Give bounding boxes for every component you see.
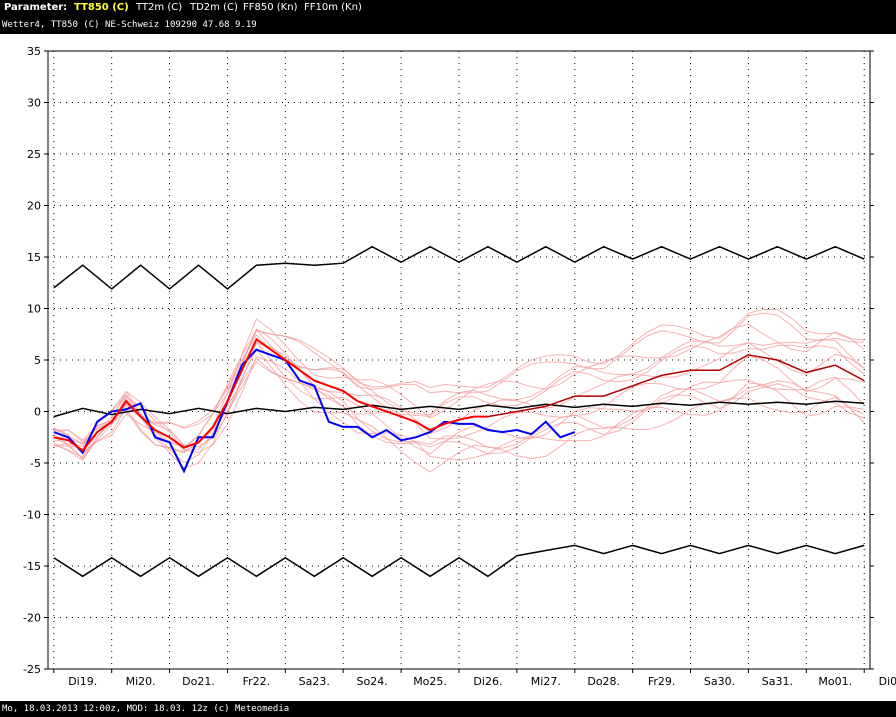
series-mean-extended [487,354,865,418]
series-climate-lower [53,544,865,578]
x-tick-label: Mo01. [818,675,852,688]
series-climate-upper [53,245,865,290]
y-tick-label: 0 [34,406,41,419]
parameter-bar: Parameter: TT850 (C) TT2m (C) TD2m (C) F… [0,0,896,18]
ensemble-member-line [53,329,865,450]
y-tick-label: 30 [27,97,41,110]
x-tick-label: Mi20. [126,675,156,688]
y-tick-label: 35 [27,45,41,58]
y-tick-label: -5 [30,457,41,470]
ensemble-member-line [53,334,865,449]
x-tick-label: Di02. [879,675,896,688]
x-tick-label: So24. [357,675,388,688]
series-mean [53,337,488,452]
y-tick-label: 20 [27,200,41,213]
x-axis-ticks: Di19. Mi20. Do21. Fr22. Sa23. So24. Mo25. Di26.… [53,669,896,688]
tab-tt850[interactable]: TT850 (C) [74,2,129,13]
series-climate-mean [53,400,865,418]
parameter-label: Parameter: [4,2,68,13]
x-tick-label: Sa30. [704,675,735,688]
x-tick-label: Do28. [587,675,620,688]
tab-td2m[interactable]: TD2m (C) [190,2,238,13]
x-tick-label: Fr22. [243,675,271,688]
x-tick-label: Fr29. [648,675,676,688]
x-tick-label: Mo25. [413,675,447,688]
x-tick-label: Sa23. [299,675,330,688]
info-line: Wetter4, TT850 (C) NE-Schweiz 109290 47.… [0,18,896,34]
ensemble-member-line [53,357,865,454]
y-tick-label: 15 [27,251,41,264]
y-tick-label: 25 [27,148,41,161]
y-axis-ticks: 35 30 25 20 15 10 5 0 -5 -10 -15 -20 -25 [23,45,874,676]
ensemble-member-line [53,348,865,473]
run-info: Mo, 18.03.2013 12:00z, MOD: 18.03. 12z (… [2,704,290,714]
plot-area [47,50,871,670]
ensemble-member-line [53,356,865,461]
tab-ff850[interactable]: FF850 (Kn) [243,2,298,13]
y-tick-label: -10 [23,509,41,522]
series-group [53,245,865,578]
series-control [53,348,576,474]
ensemble-member-line [53,309,865,441]
y-tick-label: 5 [34,354,41,367]
x-tick-label: Di19. [68,675,97,688]
tab-tt2m[interactable]: TT2m (C) [136,2,183,13]
footer: Mo, 18.03.2013 12:00z, MOD: 18.03. 12z (… [0,701,896,717]
x-tick-label: Do21. [182,675,215,688]
station-info: Wetter4, TT850 (C) NE-Schweiz 109290 47.… [2,20,257,30]
grid [48,51,870,669]
x-tick-label: Sa31. [762,675,793,688]
y-tick-label: -25 [23,663,41,676]
y-tick-label: 10 [27,303,41,316]
y-tick-label: -20 [23,612,41,625]
y-tick-label: -15 [23,560,41,573]
tab-ff10m[interactable]: FF10m (Kn) [304,2,362,13]
x-tick-label: Mi27. [531,675,561,688]
x-tick-label: Di26. [473,675,502,688]
